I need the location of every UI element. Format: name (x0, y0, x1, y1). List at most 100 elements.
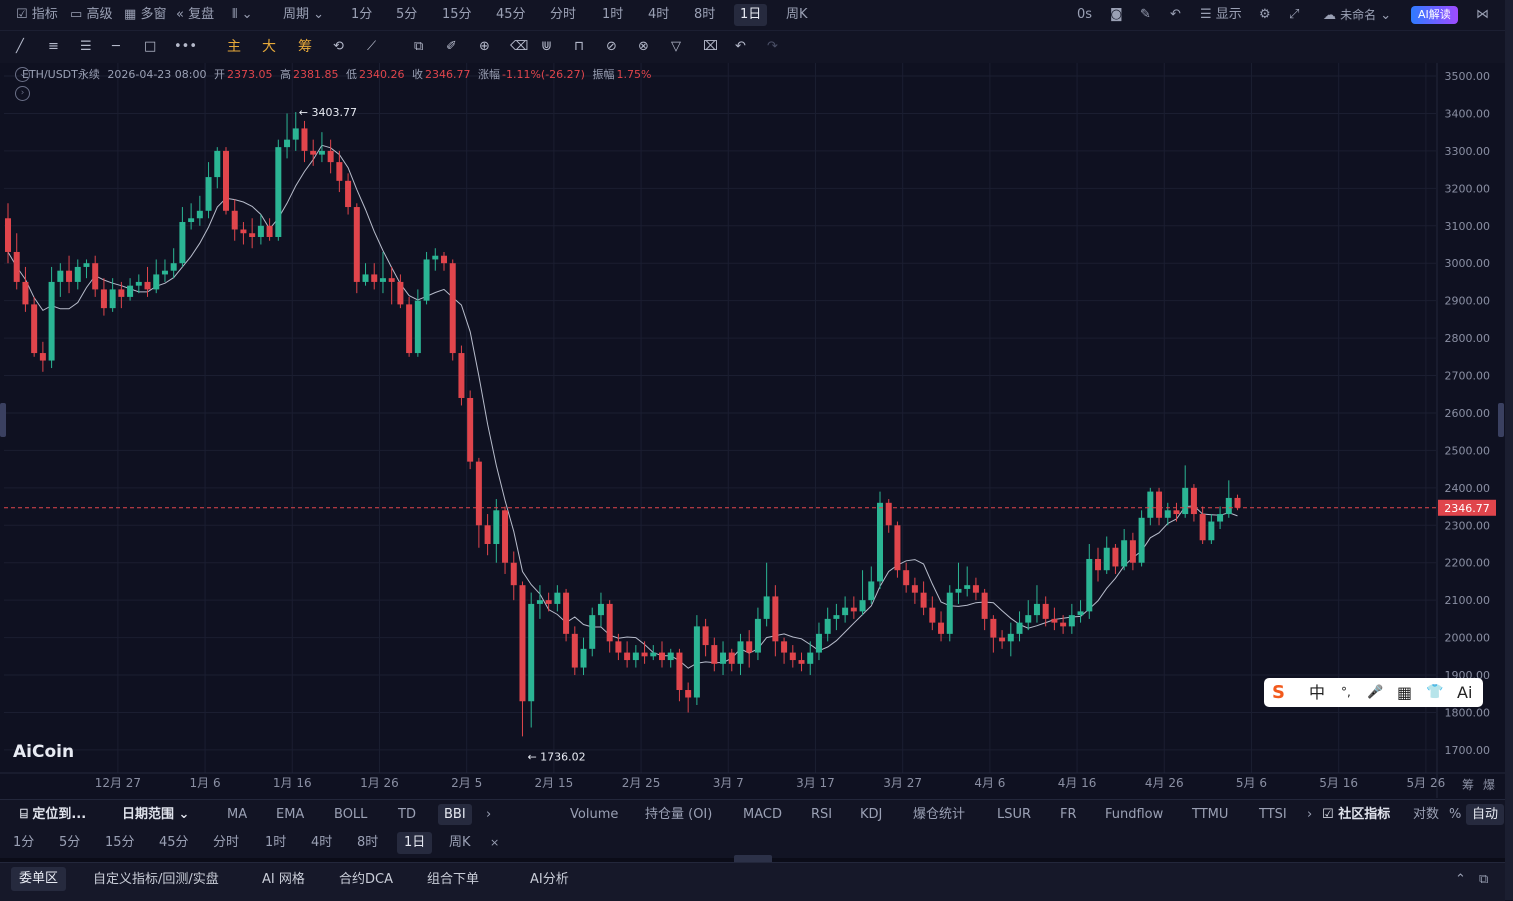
percent-toggle[interactable]: % (1449, 807, 1462, 822)
microphone-icon[interactable]: 🎤 (1367, 685, 1384, 700)
bottom-period-5m[interactable]: 5分 (59, 835, 81, 850)
pattern-icon[interactable]: ⟲ (333, 39, 344, 54)
display-button[interactable]: ☰ 显示 (1200, 0, 1242, 30)
expand-icon[interactable]: › (15, 86, 30, 101)
pen-icon[interactable]: ✎ (1140, 7, 1151, 22)
measure-icon[interactable]: ⟋ (367, 39, 377, 54)
link-icon[interactable]: ⊗ (638, 39, 649, 54)
period-8h[interactable]: 8时 (694, 7, 716, 22)
left-panel-handle[interactable] (0, 403, 6, 437)
tab-custom-indicators[interactable]: 自定义指标/回测/实盘 (93, 872, 219, 887)
ai-interpret-button[interactable]: AI解读 (1411, 6, 1458, 24)
period-15m[interactable]: 15分 (442, 7, 472, 22)
date-range-dropdown[interactable]: 日期范围 ⌄ (122, 800, 189, 829)
undo-layout-icon[interactable]: ↶ (1170, 7, 1181, 22)
close-icon[interactable]: × (490, 836, 500, 849)
replay-button[interactable]: « 复盘 (176, 0, 214, 30)
multi-window-button[interactable]: ▦ 多窗 (124, 0, 166, 30)
main-chart-button[interactable]: 主 (227, 39, 241, 55)
right-panel-handle[interactable] (1498, 403, 1504, 437)
community-indicators-button[interactable]: ☑ 社区指标 (1322, 800, 1390, 829)
sub-lsur[interactable]: LSUR (997, 807, 1032, 822)
indicator-td[interactable]: TD (398, 807, 416, 822)
sub-fundflow[interactable]: Fundflow (1105, 807, 1164, 822)
bottom-period-15m[interactable]: 15分 (105, 835, 135, 850)
sub-kdj[interactable]: KDJ (860, 807, 883, 822)
bottom-period-weekly[interactable]: 周K (449, 835, 471, 850)
ime-toolbar[interactable]: S 中 °, 🎤 ▦ 👕 Ai (1264, 678, 1483, 707)
bottom-period-1d[interactable]: 1日 (397, 832, 433, 854)
period-timeshare[interactable]: 分时 (550, 7, 577, 22)
sub-macd[interactable]: MACD (743, 807, 782, 822)
chart-type-button[interactable]: ⫴ ⌄ (232, 0, 253, 30)
layout-name-dropdown[interactable]: ☁ 未命名 ⌄ (1323, 0, 1391, 30)
bottom-period-4h[interactable]: 4时 (311, 835, 333, 850)
period-1m[interactable]: 1分 (351, 7, 373, 22)
skin-icon[interactable]: 👕 (1426, 684, 1444, 700)
big-order-button[interactable]: 大 (262, 39, 276, 55)
chevron-right-icon[interactable]: › (1307, 807, 1313, 822)
ime-chinese-mode[interactable]: 中 (1309, 683, 1326, 702)
bottom-period-8h[interactable]: 8时 (357, 835, 379, 850)
filter-icon[interactable]: ▽ (671, 39, 681, 54)
tab-combo-order[interactable]: 组合下单 (427, 872, 480, 887)
lock-icon[interactable]: ⊓ (574, 39, 585, 54)
magnet-icon[interactable]: ⋓ (541, 39, 552, 54)
sub-liquidation[interactable]: 爆仓统计 (913, 807, 966, 822)
period-4h[interactable]: 4时 (648, 7, 670, 22)
undo-icon[interactable]: ↶ (735, 39, 746, 54)
ime-ai-icon[interactable]: Ai (1457, 683, 1473, 702)
log-scale-toggle[interactable]: 对数 (1413, 807, 1440, 822)
period-45m[interactable]: 45分 (496, 7, 526, 22)
indicators-button[interactable]: ☑ 指标 (16, 0, 58, 30)
tab-ai-analysis[interactable]: AI分析 (530, 872, 569, 887)
bottom-period-45m[interactable]: 45分 (159, 835, 189, 850)
camera-icon[interactable]: ◙ (1110, 7, 1123, 22)
redo-icon[interactable]: ↷ (767, 39, 778, 54)
sub-rsi[interactable]: RSI (811, 807, 833, 822)
zoom-icon[interactable]: ⊕ (479, 39, 490, 54)
popout-icon[interactable]: ⧉ (1479, 872, 1489, 887)
period-1h[interactable]: 1时 (602, 7, 624, 22)
eraser-icon[interactable]: ⌫ (510, 39, 529, 54)
parallel-lines-icon[interactable]: ≡ (48, 39, 59, 54)
sub-fr[interactable]: FR (1060, 807, 1077, 822)
panel-drag-handle[interactable] (734, 855, 772, 862)
period-dropdown[interactable]: 周期 ⌄ (283, 0, 324, 30)
sogou-logo-icon[interactable]: S (1272, 682, 1285, 703)
chart-area[interactable]: 3500.00 3400.00 3300.00 3200.00 3100.00 3000.… (0, 63, 1505, 798)
sub-ttsi[interactable]: TTSI (1259, 807, 1287, 822)
indicator-boll[interactable]: BOLL (334, 807, 368, 822)
horizontal-line-icon[interactable]: ─ (112, 39, 120, 54)
rectangle-icon[interactable]: □ (144, 39, 157, 54)
chevron-right-icon[interactable]: › (486, 807, 492, 822)
bottom-period-timeshare[interactable]: 分时 (213, 835, 240, 850)
keyboard-icon[interactable]: ▦ (1397, 683, 1413, 702)
advanced-button[interactable]: ▭ 高级 (70, 0, 112, 30)
bottom-period-1m[interactable]: 1分 (13, 835, 35, 850)
tab-ai-grid[interactable]: AI 网格 (262, 872, 305, 887)
fullscreen-icon[interactable]: ⤢ (1289, 7, 1300, 22)
copy-icon[interactable]: ⧉ (414, 39, 424, 54)
chevron-up-icon[interactable]: ⌃ (1455, 872, 1466, 887)
chip-distribution-button[interactable]: 筹 (298, 39, 312, 55)
sub-volume[interactable]: Volume (570, 807, 619, 822)
trendline-icon[interactable]: ╱ (16, 39, 24, 54)
period-weekly[interactable]: 周K (786, 7, 808, 22)
bottom-period-1h[interactable]: 1时 (265, 835, 287, 850)
trash-icon[interactable]: ⌧ (703, 39, 718, 54)
period-5m[interactable]: 5分 (396, 7, 418, 22)
tab-order-area[interactable]: 委单区 (11, 867, 67, 891)
tab-contract-dca[interactable]: 合约DCA (339, 872, 393, 887)
sub-ttmu[interactable]: TTMU (1192, 807, 1229, 822)
fib-icon[interactable]: ☰ (80, 39, 92, 54)
hide-icon[interactable]: ⊘ (606, 39, 617, 54)
share-icon[interactable]: ⋈ (1476, 7, 1489, 22)
ruler-icon[interactable]: ✐ (446, 39, 457, 54)
ime-punctuation-icon[interactable]: °, (1341, 685, 1351, 699)
auto-scale-toggle[interactable]: 自动 (1466, 804, 1505, 825)
sub-open-interest[interactable]: 持仓量 (OI) (645, 807, 713, 822)
collapse-icon[interactable]: ⌄ (15, 67, 30, 82)
indicator-ema[interactable]: EMA (276, 807, 305, 822)
locate-button[interactable]: ⌸ 定位到... (20, 800, 86, 829)
